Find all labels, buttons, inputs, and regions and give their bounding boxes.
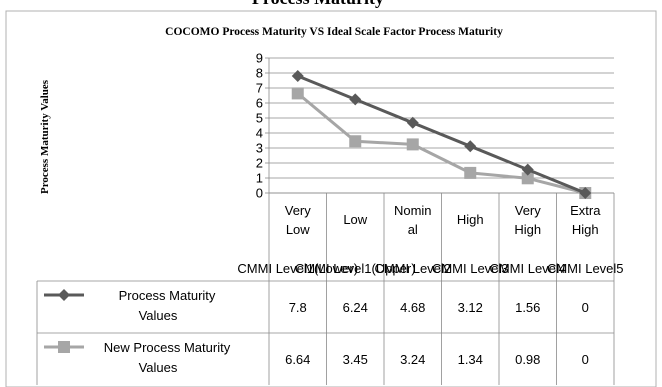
chart-title: COCOMO Process Maturity VS Ideal Scale F… xyxy=(165,26,503,38)
y-tick-label: 8 xyxy=(256,66,263,81)
data-label: 0.98 xyxy=(515,352,540,367)
data-label: 1.56 xyxy=(515,300,540,315)
chart-frame xyxy=(5,10,657,387)
legend-key-marker xyxy=(58,341,70,353)
data-label: 7.8 xyxy=(289,300,307,315)
x-group-label: CMMI Level3 xyxy=(432,261,509,276)
data-point xyxy=(521,163,534,176)
legend-label: New Process Maturity Values xyxy=(104,340,231,375)
y-tick-label: 9 xyxy=(256,51,263,66)
data-label: 1.34 xyxy=(458,352,483,367)
y-tick-label: 0 xyxy=(256,186,263,201)
x-tick-label: High xyxy=(457,212,484,227)
data-point xyxy=(349,93,362,106)
data-point xyxy=(464,140,477,153)
x-tick-label: Nomin al xyxy=(394,203,432,237)
y-tick-label: 1 xyxy=(256,171,263,186)
y-axis-label: Process Maturity Values xyxy=(39,79,51,194)
data-label: 3.45 xyxy=(343,352,368,367)
data-point xyxy=(464,166,477,179)
data-point xyxy=(579,187,592,199)
y-tick-label: 4 xyxy=(256,126,263,141)
data-label: 6.64 xyxy=(285,352,310,367)
series-line xyxy=(296,92,586,195)
data-point xyxy=(521,172,534,185)
x-group-label: CMMI Level4 xyxy=(489,261,566,276)
data-label: 4.68 xyxy=(400,300,425,315)
x-group-label: CMMI Level2 xyxy=(374,261,451,276)
data-label: 3.12 xyxy=(458,300,483,315)
legend-key-marker xyxy=(58,289,70,301)
x-group-label: CMMI Level1(Lower) xyxy=(237,261,358,276)
data-label: 3.24 xyxy=(400,352,425,367)
x-tick-label: Low xyxy=(343,212,367,227)
x-tick-label: Very High xyxy=(514,203,541,237)
legend-label: Process Maturity Values xyxy=(119,288,216,323)
data-point xyxy=(291,70,304,82)
y-tick-label: 2 xyxy=(256,156,263,171)
data-label: 0 xyxy=(582,300,589,315)
x-tick-label: Very Low xyxy=(285,203,312,237)
y-tick-label: 3 xyxy=(256,141,263,156)
data-label: 6.24 xyxy=(343,300,368,315)
data-point xyxy=(406,138,419,151)
y-tick-label: 6 xyxy=(256,96,263,111)
data-label: 0 xyxy=(582,352,589,367)
x-group-label: CMMI Level5 xyxy=(547,261,624,276)
y-tick-label: 5 xyxy=(256,111,263,126)
data-point xyxy=(406,116,419,129)
x-tick-label: Extra High xyxy=(570,203,601,237)
x-group-label: CMMI Level1(Upper) xyxy=(295,261,416,276)
data-point xyxy=(349,135,362,148)
cut-page-title: Process Maturity xyxy=(252,0,384,8)
y-tick-label: 7 xyxy=(256,81,263,96)
data-point xyxy=(291,87,304,100)
series-line xyxy=(297,74,586,195)
